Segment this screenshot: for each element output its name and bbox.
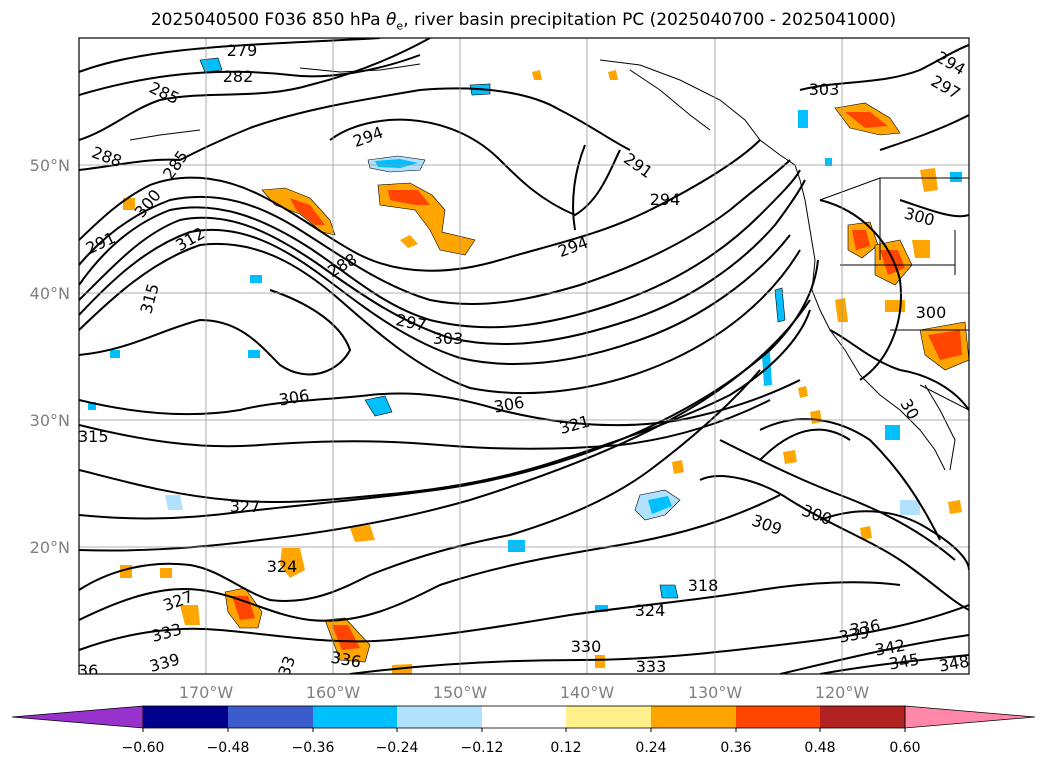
contour-label: 333	[149, 620, 183, 646]
contour-label: 291	[620, 149, 656, 182]
contour-label: 345	[887, 650, 920, 674]
contour-label: 324	[635, 601, 666, 620]
colorbar-segment	[143, 706, 228, 728]
contour-labels: 279 282 285 288 285 300 291 312 315 294 …	[68, 41, 970, 680]
lon-label-170w: 170°W	[179, 683, 234, 702]
latitude-labels: 20°N 30°N 40°N 50°N	[30, 156, 70, 557]
colorbar-segment	[651, 706, 736, 728]
colorbar-segment	[397, 706, 482, 728]
contour-label: 294	[556, 233, 591, 261]
lon-label-160w: 160°W	[306, 683, 361, 702]
contour-label: 303	[433, 329, 464, 348]
theta-e-contours	[79, 38, 969, 674]
contour-label: 294	[650, 190, 681, 209]
colorbar-tick-label: 0.12	[550, 740, 581, 756]
contour-label: 282	[223, 67, 254, 86]
contour-label: 306	[277, 386, 310, 410]
contour-label: 300	[916, 303, 947, 322]
contour-label: 33	[274, 653, 299, 679]
contour-label: 300	[799, 501, 834, 529]
contour-label: 30	[896, 396, 923, 423]
coastlines	[129, 59, 969, 471]
contour-label: 318	[688, 576, 719, 595]
colorbar-extend-high	[904, 705, 1036, 729]
colorbar-segment	[482, 706, 566, 728]
colorbar-tick-label: 0.24	[635, 740, 666, 756]
contour-label: 336	[329, 648, 362, 672]
colorbar-segment	[736, 706, 820, 728]
title-suffix: , river basin precipitation PC (20250407…	[403, 10, 897, 30]
colorbar-tick-label: −0.48	[207, 740, 250, 756]
colorbar: −0.60 −0.48 −0.36 −0.24 −0.12 0.12 0.24 …	[11, 705, 1036, 756]
colorbar-tick-label: −0.36	[292, 740, 335, 756]
gridlines	[79, 38, 969, 674]
colorbar-extend-low	[11, 705, 144, 729]
contour-label: 297	[394, 310, 428, 335]
contour-label: 330	[571, 637, 602, 656]
lat-label-30n: 30°N	[30, 411, 70, 430]
contour-label: 324	[267, 557, 298, 576]
contour-label: 279	[227, 41, 258, 60]
colorbar-tick-label: −0.60	[122, 740, 165, 756]
colorbar-tick-label: 0.48	[804, 740, 835, 756]
colorbar-tick-label: 0.60	[889, 740, 920, 756]
contour-label: 339	[147, 650, 181, 676]
contour-label: 336	[848, 616, 881, 640]
colorbar-tick-label: −0.12	[461, 740, 504, 756]
map-area: 279 282 285 288 285 300 291 312 315 294 …	[68, 38, 970, 680]
contour-label: 312	[172, 223, 208, 255]
contour-label: 315	[137, 281, 163, 315]
map-title: 2025040500 F036 850 hPa θe, river basin …	[0, 10, 1047, 32]
contour-label: 306	[492, 393, 525, 417]
title-subscript: e	[396, 19, 404, 33]
contour-label: 333	[636, 657, 667, 676]
colorbar-segment	[820, 706, 905, 728]
contour-label: 336	[68, 661, 99, 680]
lon-label-150w: 150°W	[433, 683, 488, 702]
contour-label: 303	[809, 80, 840, 99]
map-frame	[78, 37, 970, 675]
contour-label: 327	[230, 497, 261, 516]
title-symbol: θ	[386, 10, 397, 30]
lat-label-40n: 40°N	[30, 284, 70, 303]
lat-label-50n: 50°N	[30, 156, 70, 175]
lon-label-120w: 120°W	[815, 683, 870, 702]
contour-label: 309	[749, 511, 784, 539]
lon-label-130w: 130°W	[688, 683, 743, 702]
colorbar-segment	[228, 706, 313, 728]
title-prefix: 2025040500 F036 850 hPa	[150, 10, 386, 30]
contour-label: 300	[902, 204, 936, 230]
colorbar-tick-label: −0.24	[376, 740, 419, 756]
colorbar-segment	[566, 706, 651, 728]
longitude-labels: 170°W 160°W 150°W 140°W 130°W 120°W	[179, 683, 870, 702]
colorbar-tick-label: 0.36	[720, 740, 751, 756]
lat-label-20n: 20°N	[30, 538, 70, 557]
colorbar-outline	[142, 705, 906, 729]
colorbar-segment	[313, 706, 397, 728]
lon-label-140w: 140°W	[560, 683, 615, 702]
contour-label: 288	[324, 249, 360, 281]
contour-label: 288	[89, 143, 124, 171]
contour-label: 315	[78, 427, 109, 446]
contour-label: 348	[937, 652, 970, 676]
